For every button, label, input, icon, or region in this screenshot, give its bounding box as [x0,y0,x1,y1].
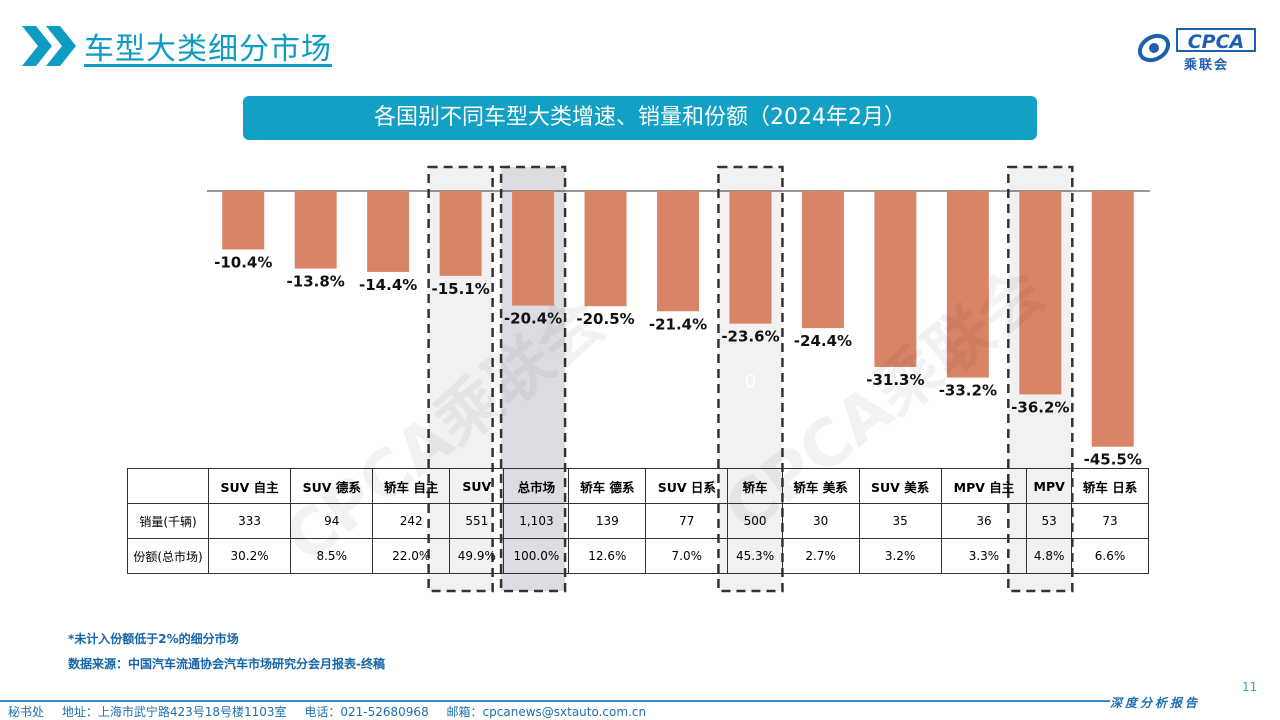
bar-2 [367,191,410,272]
table-cell: 30.2% [207,538,292,574]
bar-7 [729,191,772,324]
bar-11 [1019,191,1062,395]
bar-label-3: -15.1% [431,280,489,298]
footer-office: 秘书处 [8,705,45,719]
bar-label-2: -14.4% [359,276,417,294]
footer-address: 地址：上海市武宁路423号18号楼1103室 [61,705,287,719]
table-cell: 242 [372,503,451,539]
bar-4 [512,191,555,306]
bar-6 [657,191,699,312]
logo-cn-text: 乘联会 [1184,58,1230,73]
highlight-column-frame [1007,165,1074,593]
table-cell: 3.3% [940,538,1028,574]
logo-text: CPCA [1176,28,1256,53]
table-cell: 12.6% [568,538,647,574]
highlight-column-frame [499,165,567,593]
table-cell: 1,103 [503,503,570,539]
footer-email: 邮箱：cpcanews@sxtauto.com.cn [446,705,647,719]
bar-label-11: -36.2% [1011,398,1069,416]
table-corner-cell [127,468,209,504]
footnote-source: 数据来源：中国汽车流通协会汽车市场研究分会月报表-终稿 [68,657,385,671]
table-cell: 45.3% [727,538,783,574]
table-cell: 7.0% [645,538,729,574]
bar-label-0: -10.4% [214,253,272,271]
footer-info: 秘书处 地址：上海市武宁路423号18号楼1103室 电话：021-526809… [8,703,660,720]
footnote-share: *未计入份额低于2%的细分市场 [68,632,239,646]
bar-label-4: -20.4% [504,310,562,328]
table-cell: 4.8% [1026,538,1073,574]
column-header: 轿车 德系 [568,468,647,504]
table-cell: 551 [449,503,505,539]
bar-label-9: -31.3% [866,371,924,389]
bar-label-7: -23.6% [721,328,779,346]
bar-label-1: -13.8% [287,273,345,291]
bar-3 [439,191,482,276]
table-cell: 100.0% [503,538,570,574]
page-number: 11 [1242,680,1258,694]
table-cell: 49.9% [449,538,505,574]
table-cell: 77 [645,503,729,539]
table-cell: 36 [940,503,1028,539]
bar-label-12: -45.5% [1084,451,1142,469]
column-header: 轿车 日系 [1071,468,1149,504]
bar-label-6: -21.4% [649,315,707,333]
table-cell: 500 [727,503,783,539]
table-cell: 139 [568,503,647,539]
column-header: SUV 日系 [645,468,729,504]
chart-title-banner: 各国别不同车型大类增速、销量和份额（2024年2月） [243,96,1037,140]
stray-zero-label: 0 [745,371,756,392]
bar-12 [1091,191,1134,447]
bar-9 [874,191,917,367]
table-cell: 2.7% [781,538,860,574]
bar-5 [584,191,627,307]
table-cell: 3.2% [858,538,942,574]
table-cell: 22.0% [372,538,451,574]
column-header: 总市场 [503,468,570,504]
column-header: MPV [1026,468,1073,504]
bar-label-5: -20.5% [576,310,634,328]
chevron-icon [22,26,76,66]
column-header: SUV 美系 [858,468,942,504]
row-label: 销量(千辆) [127,503,209,539]
bar-label-10: -33.2% [939,382,997,400]
logo-swirl-icon [1137,33,1171,63]
table-cell: 6.6% [1071,538,1149,574]
row-label: 份额(总市场) [127,538,209,574]
table-cell: 53 [1026,503,1073,539]
data-table: SUV 自主 SUV 德系 轿车 自主 SUV 总市场 轿车 德系 SUV 日系 轿车 轿车 美… [127,468,1149,574]
footer-divider [0,700,1110,702]
table-cell: 35 [858,503,942,539]
column-header: SUV [449,468,505,504]
highlight-column-frame [717,165,784,593]
table-row: 份额(总市场) 30.2% 8.5% 22.0% 49.9% 100.0% 12.6% 7.0… [127,538,1149,574]
cpca-logo: CPCA 乘联会 [1130,22,1260,74]
footer-tagline: 深度分析报告 [1110,696,1201,710]
bar-label-8: -24.4% [794,332,852,350]
table-cell: 8.5% [290,538,374,574]
bar-1 [294,191,337,269]
footer-phone: 电话：021-52680968 [304,705,429,719]
table-cell: 73 [1071,503,1149,539]
bar-0 [222,191,265,250]
bar-8 [801,191,844,329]
column-header: MPV 自主 [940,468,1028,504]
highlight-column-frame [427,165,494,593]
page-title: 车型大类细分市场 [84,32,332,67]
bar-10 [946,191,989,378]
